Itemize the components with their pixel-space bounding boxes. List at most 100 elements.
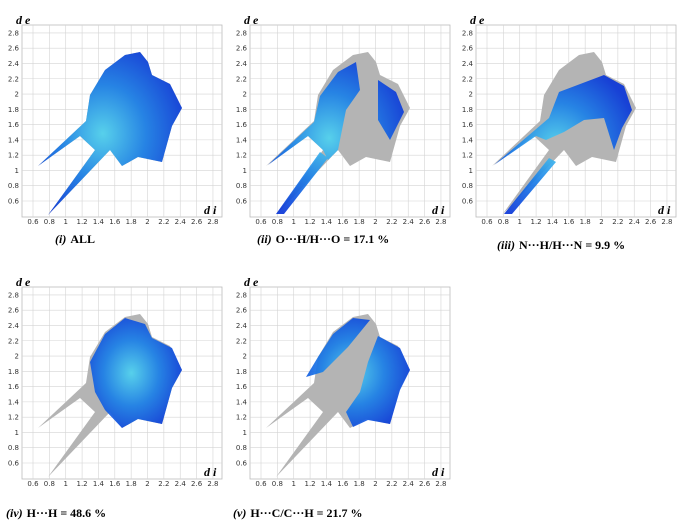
y-axis-label: d e [16,13,31,27]
x-tick-label: 2.6 [419,480,431,488]
caption-text: O···H/H···O = 17.1 % [276,232,390,246]
y-axis-label: d e [470,13,485,27]
x-tick-label: 1.6 [337,218,349,226]
y-tick-label: 2 [243,353,247,361]
x-tick-label: 1.8 [354,218,365,226]
panel: 0.6 0.8 1 1.2 1.4 1.6 1.8 2 2.2 2.4 2.6 2.8 0.6 0.8 1 1… [236,13,451,226]
x-axis-label: d i [204,203,217,217]
caption: (iii) N···H/H···N = 9.9 % [497,238,625,252]
y-tick-label: 0.6 [8,198,20,206]
y-axis-label: d e [16,275,31,289]
y-tick-label: 0.8 [8,444,19,452]
x-tick-label: 2.4 [403,480,415,488]
y-tick-label: 1.2 [8,152,19,160]
y-tick-label: 1 [15,167,19,175]
x-tick-label: 1.4 [93,480,105,488]
fingerprint-contact [38,52,182,215]
y-tick-label: 0.8 [8,182,19,190]
x-tick-label: 2.2 [158,480,169,488]
x-tick-label: 2.4 [175,480,187,488]
x-tick-label: 1 [291,218,295,226]
y-tick-label: 1 [243,167,247,175]
x-tick-label: 0.8 [44,480,55,488]
x-tick-label: 0.6 [255,480,267,488]
y-tick-label: 2.6 [462,45,474,53]
caption-numeral: (ii) [257,232,272,246]
x-tick-label: 1.8 [354,480,365,488]
x-tick-label: 1.2 [77,218,88,226]
y-tick-label: 2.6 [8,45,20,53]
x-tick-label: 0.8 [272,480,283,488]
y-tick-label: 2 [15,91,19,99]
x-tick-label: 0.6 [27,480,39,488]
x-tick-label: 2.6 [645,218,657,226]
fingerprint-contact [494,75,632,214]
x-tick-label: 0.8 [44,218,55,226]
panel: 0.6 0.8 1 1.2 1.4 1.6 1.8 2 2.2 2.4 2.6 2.8 0.6 0.8 1 1… [236,275,451,488]
caption-numeral: (v) [233,506,246,520]
caption: (iv) H···H = 48.6 % [6,506,106,520]
y-tick-label: 2.2 [236,75,247,83]
y-tick-label: 1 [243,429,247,437]
y-tick-label: 0.8 [462,182,473,190]
x-tick-label: 2.8 [207,218,218,226]
x-tick-label: 0.6 [27,218,39,226]
y-axis-label: d e [244,13,259,27]
caption-text: N···H/H···N = 9.9 % [519,238,625,252]
x-tick-label: 2.2 [158,218,169,226]
y-tick-label: 1.2 [8,414,19,422]
y-tick-label: 1.2 [236,152,247,160]
y-axis-label: d e [244,275,259,289]
plot-frame [21,286,223,480]
x-tick-label: 1.8 [126,218,137,226]
y-tick-label: 2.6 [236,45,248,53]
y-tick-label: 2.8 [8,29,19,37]
y-tick-label: 2 [243,91,247,99]
y-tick-label: 1.6 [236,121,248,129]
x-tick-label: 1 [291,480,295,488]
y-tick-label: 1.8 [236,106,247,114]
x-tick-label: 1 [517,218,521,226]
x-tick-label: 2.6 [191,218,203,226]
x-tick-label: 1.2 [305,218,316,226]
x-axis-label: d i [204,465,217,479]
y-tick-label: 0.6 [462,198,474,206]
caption-text: H···H = 48.6 % [27,506,107,520]
y-tick-label: 2.8 [236,29,247,37]
panel: 0.6 0.8 1 1.2 1.4 1.6 1.8 2 2.2 2.4 2.6 2.8 0.6 0.8 1 1… [8,275,223,488]
y-tick-label: 2.4 [8,322,20,330]
caption-text: H···C/C···H = 21.7 % [250,506,362,520]
x-tick-label: 1.6 [109,218,121,226]
panel: 0.6 0.8 1 1.2 1.4 1.6 1.8 2 2.2 2.4 2.6 2.8 0.6 0.8 1 1… [8,13,223,226]
x-tick-label: 0.6 [255,218,267,226]
y-tick-label: 1 [15,429,19,437]
y-tick-label: 1.6 [8,383,20,391]
y-tick-label: 1 [469,167,473,175]
x-tick-label: 1.4 [93,218,105,226]
y-tick-label: 2.2 [236,337,247,345]
x-tick-label: 1.4 [321,218,333,226]
x-tick-label: 1.2 [77,480,88,488]
caption: (i) ALL [55,232,95,246]
y-tick-label: 2.4 [462,60,474,68]
y-tick-label: 2.4 [236,60,248,68]
plot-frame [249,286,451,480]
y-tick-label: 1.4 [236,398,248,406]
y-tick-label: 2.2 [462,75,473,83]
x-tick-label: 1.2 [531,218,542,226]
x-tick-label: 2 [145,218,149,226]
x-tick-label: 2.2 [386,218,397,226]
x-axis-label: d i [658,203,671,217]
x-tick-label: 2 [373,218,377,226]
x-tick-label: 1 [63,480,67,488]
x-tick-label: 0.8 [498,218,509,226]
y-tick-label: 2 [15,353,19,361]
x-tick-label: 2.4 [175,218,187,226]
y-tick-label: 2.2 [8,337,19,345]
y-tick-label: 1.6 [8,121,20,129]
caption-numeral: (i) [55,232,66,246]
y-tick-label: 2.8 [8,291,19,299]
y-tick-label: 2 [469,91,473,99]
x-tick-label: 2.2 [612,218,623,226]
